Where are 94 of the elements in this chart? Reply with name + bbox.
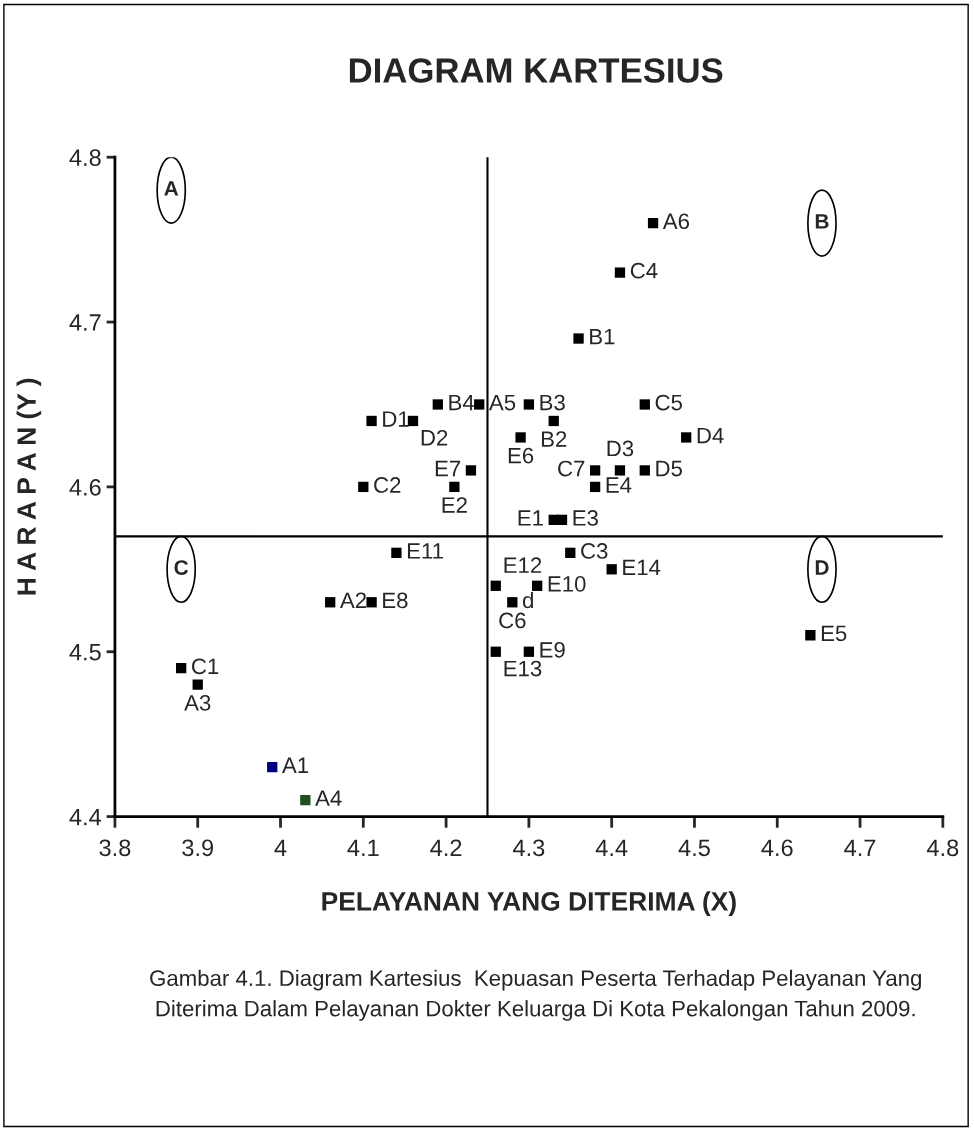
point [647,218,659,229]
annotation: C1 [192,658,219,675]
annotation: A6 [662,213,689,230]
point [681,432,692,443]
annotation: E7 [435,460,461,477]
point [573,333,584,344]
annotation: A4 [315,790,342,806]
annotation: E3 [573,510,598,526]
point [465,465,477,476]
annotation: E10 [548,576,586,592]
annotation: B [815,214,829,229]
annotation: E1 [518,510,543,526]
point [606,564,617,575]
point [805,630,816,641]
annotation: B3 [540,394,565,411]
point [474,399,485,410]
annotation: C2 [374,477,401,493]
point [548,415,559,427]
annotation: E12 [504,557,542,573]
chart-title: DIAGRAM KARTESIUS [349,58,723,83]
point [366,597,377,608]
point [267,761,278,773]
annotation: C7 [558,460,585,477]
annotation: E14 [623,559,661,576]
annotation: E6 [508,447,534,464]
point [300,794,311,806]
x-axis-title: PELAYANAN YANG DITERIMA (X) [322,891,736,916]
point [490,646,501,657]
y-tick-label: 4.4 [69,808,102,826]
x-tick-label: 4.2 [430,839,462,856]
annotation: C5 [655,394,682,411]
point [391,547,402,558]
annotation: E9 [540,641,565,658]
point [589,465,601,476]
annotation: A3 [184,695,211,711]
annotation: C3 [581,543,608,559]
point [358,481,369,493]
point [325,597,336,608]
annotation: B4 [449,394,475,411]
annotation: A1 [282,757,309,773]
x-tick-label: 4.4 [595,839,628,856]
annotation: A2 [339,592,366,609]
annotation: E13 [504,660,542,677]
annotation: B2 [541,431,567,447]
annotation: E11 [407,543,443,559]
annotation: D3 [607,440,634,457]
annotation: d [522,591,533,609]
annotation: D4 [697,427,724,444]
point [176,663,187,674]
x-tick-label: 4.7 [844,839,876,856]
annotation: C [174,560,189,575]
annotation: A5 [488,394,516,411]
annotation: E8 [383,592,408,609]
annotation: C6 [499,612,526,629]
x-tick-label: 4.3 [513,839,545,857]
point [507,597,518,608]
point [449,481,460,493]
x-tick-label: 4.8 [926,839,959,857]
y-tick-label: 4.5 [69,644,101,661]
point [490,580,501,591]
point [523,399,535,410]
annotation: E4 [606,477,632,493]
y-tick-label: 4.7 [69,314,101,331]
annotation: D [815,560,829,575]
x-tick-label: 4.5 [678,839,710,857]
point [556,514,568,526]
text: Gambar 4.1. Diagram Kartesius Kepuasan Peserta Terhadap Pelayanan Yang Diterima Dalam Pelayanan Dokter Keluarga Di Kota Pekalongan Tahun 2009. [150,969,921,1021]
x-tick-label: 3.8 [99,839,131,857]
point [532,580,543,591]
point [366,415,377,427]
annotation: E5 [821,625,847,642]
point [589,481,601,493]
x-tick-label: 4.1 [347,839,379,856]
point [515,432,526,443]
point [523,646,535,657]
point [639,399,650,410]
point [614,465,626,476]
y-tick-label: 4.8 [69,149,101,166]
annotation: D2 [421,429,448,446]
annotation: D5 [656,460,682,477]
annotation: C4 [630,262,658,279]
point [565,547,576,558]
y-tick-label: 4.6 [69,478,101,496]
point [639,465,650,476]
x-tick-label: 4.6 [761,839,793,857]
x-tick-label: 3.9 [182,839,214,857]
annotation: E2 [442,497,467,513]
annotation: A [164,181,179,196]
point [192,679,203,690]
point [432,399,443,410]
point [614,267,626,278]
y-axis-title: H A R A P A N (Y ) [16,378,42,595]
x-tick-label: 4 [274,839,287,856]
annotation: B1 [590,328,615,345]
